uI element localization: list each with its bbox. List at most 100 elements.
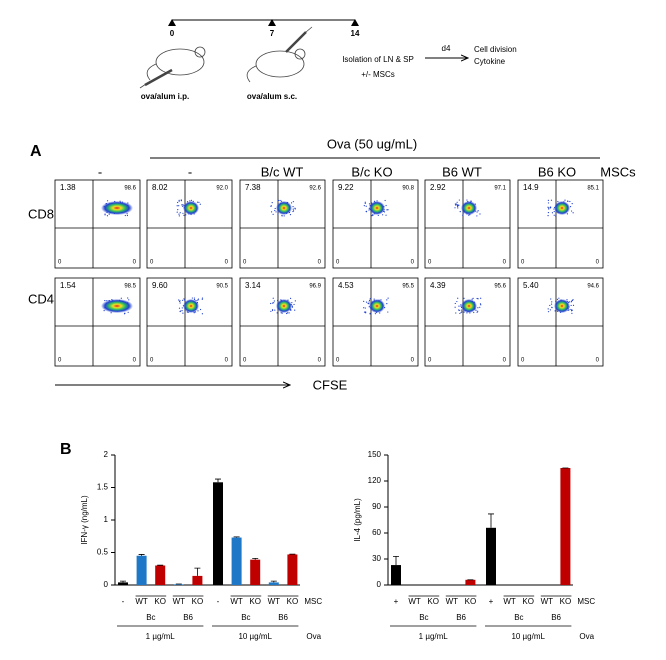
y-tick-label: 0 <box>104 580 109 589</box>
cell-dot <box>459 312 461 315</box>
bar <box>155 565 166 585</box>
cell-dot <box>466 199 468 201</box>
cell-dot <box>369 298 371 300</box>
quadrant-value: 1.54 <box>60 281 76 290</box>
cell-dot <box>386 302 388 305</box>
cell-dot <box>572 304 575 306</box>
quadrant-value: 9.22 <box>338 183 354 192</box>
bar <box>560 468 571 585</box>
cell-dot <box>184 299 186 301</box>
cell-dot <box>480 297 482 299</box>
x-tick-label: + <box>394 597 399 606</box>
cell-dot <box>270 211 273 213</box>
cell-cluster <box>554 201 570 215</box>
error-bar <box>233 536 240 538</box>
quadrant-value: 3.14 <box>245 281 261 290</box>
group-label: Bc <box>146 613 155 622</box>
cell-dot <box>181 310 183 312</box>
cell-dot <box>124 312 126 314</box>
cell-dot <box>283 215 285 217</box>
x-tick-label: KO <box>427 597 439 606</box>
plot-frame <box>332 179 419 269</box>
cell-dot <box>454 204 457 206</box>
cell-dot <box>567 200 569 202</box>
readout: Cell division <box>474 45 517 54</box>
quadrant-value: 0 <box>58 260 62 266</box>
bar <box>250 559 261 585</box>
cell-dot <box>572 212 574 214</box>
cell-dot <box>385 214 387 216</box>
quadrant-value: 95.6 <box>494 284 506 290</box>
cell-dot <box>371 215 373 217</box>
group-label: Bc <box>241 613 250 622</box>
cell-dot <box>553 210 555 213</box>
dose-axis-label: Ova <box>579 632 594 641</box>
cell-dot <box>454 203 456 205</box>
cell-dot <box>476 211 478 213</box>
cell-dot <box>198 201 200 203</box>
cell-dot <box>177 201 179 204</box>
plot-frame <box>332 277 419 367</box>
cell-dot <box>183 214 185 216</box>
quadrant-value: 0 <box>596 358 600 364</box>
cell-dot <box>127 297 129 299</box>
cell-dot <box>555 215 557 217</box>
cell-dot <box>196 201 199 203</box>
cell-dot <box>294 309 296 311</box>
x-tick-label: - <box>217 597 220 606</box>
cell-dot <box>549 304 551 307</box>
cell-dot <box>456 300 458 303</box>
cell-cluster <box>369 299 385 313</box>
quadrant-value: 8.02 <box>152 183 168 192</box>
day-label: 14 <box>351 29 360 38</box>
quadrant-value: 0 <box>225 260 229 266</box>
bar <box>231 537 242 585</box>
quadrant-value: 0 <box>428 260 432 266</box>
cell-dot <box>190 199 193 201</box>
error-bar <box>120 580 126 583</box>
dose-label: 10 µg/mL <box>511 632 545 641</box>
plot-frame <box>424 277 511 367</box>
row-label: CD8 <box>28 206 54 221</box>
cell-dot <box>178 215 180 217</box>
cell-dot <box>455 312 457 314</box>
cell-dot <box>387 209 389 211</box>
cell-dot <box>179 302 181 304</box>
cell-dot <box>120 297 122 299</box>
cell-dot <box>459 211 461 213</box>
cell-dot <box>363 205 365 207</box>
x-tick-label: + <box>489 597 494 606</box>
cell-dot <box>270 302 272 305</box>
panel-label: A <box>30 143 42 160</box>
cell-dot <box>201 313 204 315</box>
cell-dot <box>570 308 572 311</box>
cell-dot <box>479 213 481 215</box>
cell-dot <box>384 199 386 202</box>
cell-dot <box>550 199 553 201</box>
cell-dot <box>387 297 389 299</box>
quadrant-value: 0 <box>336 358 340 364</box>
cell-dot <box>554 310 556 312</box>
quadrant-value: 97.1 <box>494 186 506 192</box>
cell-dot <box>182 204 184 206</box>
cell-dot <box>456 201 458 203</box>
flow-plot: 1.54 98.5 0 0 <box>54 277 141 367</box>
cell-dot <box>382 214 384 216</box>
cell-dot <box>273 300 275 302</box>
quadrant-value: 90.5 <box>216 284 228 290</box>
cell-dot <box>557 200 559 203</box>
quadrant-value: 0 <box>596 260 600 266</box>
bar <box>287 554 298 585</box>
cell-dot <box>477 310 479 312</box>
cell-dot <box>363 307 365 309</box>
cell-dot <box>364 202 366 204</box>
cell-dot <box>475 309 477 311</box>
quadrant-value: 2.92 <box>430 183 446 192</box>
quadrant-value: 0 <box>243 260 247 266</box>
cell-dot <box>457 207 459 209</box>
cell-dot <box>558 297 560 299</box>
cell-dot <box>477 307 479 309</box>
column-header: B6 WT <box>442 164 482 179</box>
error-bar <box>252 557 259 560</box>
